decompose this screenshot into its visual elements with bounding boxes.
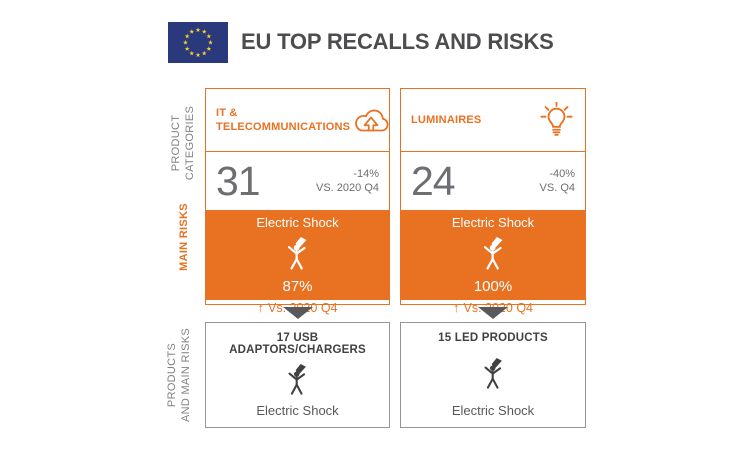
up-arrow-icon: ↑ <box>453 300 460 315</box>
electric-shock-icon <box>478 237 509 271</box>
product-card-led-products: 15 LED PRODUCTS Electric Shock <box>400 322 586 428</box>
risk-label: Electric Shock <box>256 215 339 230</box>
up-arrow-icon: ↑ <box>257 300 265 315</box>
category-name: LUMINAIRES <box>411 114 482 126</box>
page-title: EU TOP RECALLS AND RISKS <box>241 29 554 54</box>
change-vs-previous: -14% VS. 2020 Q4 <box>316 168 379 194</box>
recall-count-row: 31 -14% VS. 2020 Q4 <box>206 152 389 210</box>
risk-percent: 100% <box>473 278 513 295</box>
product-risk-label: Electric Shock <box>451 403 535 418</box>
down-triangle-icon <box>478 307 508 319</box>
main-risk-panel: Electric Shock 87% <box>206 210 389 300</box>
category-card-it-telecom: IT & TELECOMMUNICATIONS 31 -14% VS. 2020… <box>205 88 390 315</box>
main-risk-panel: Electric Shock 100% <box>401 210 585 300</box>
recall-count: 31 <box>216 157 261 204</box>
product-title: 17 USB ADAPTORS/CHARGERS <box>229 332 366 356</box>
product-card-usb-adaptors: 17 USB ADAPTORS/CHARGERS Electric Shock <box>205 322 390 428</box>
category-name: IT & TELECOMMUNICATIONS <box>216 107 351 133</box>
eu-flag-icon <box>168 22 228 63</box>
electric-shock-icon <box>283 363 312 396</box>
category-card-luminaires: LUMINAIRES 24 -40% VS. Q4 Electric Shock <box>400 88 586 315</box>
electric-shock-icon <box>282 237 313 271</box>
cloud-upload-icon <box>350 106 392 135</box>
electric-shock-icon <box>479 357 508 390</box>
down-triangle-icon <box>283 307 313 319</box>
change-vs-previous: -40% VS. Q4 <box>539 168 575 194</box>
product-risk-label: Electric Shock <box>256 403 339 418</box>
light-bulb-icon <box>538 101 575 139</box>
risk-label: Electric Shock <box>451 215 535 230</box>
category-header: IT & TELECOMMUNICATIONS <box>206 89 389 152</box>
risk-percent: 87% <box>282 278 313 295</box>
recall-count-row: 24 -40% VS. Q4 <box>401 152 585 210</box>
label-main-risks: MAIN RISKS <box>178 203 190 271</box>
category-header: LUMINAIRES <box>401 89 585 152</box>
product-title: 15 LED PRODUCTS <box>438 332 548 344</box>
recall-count: 24 <box>411 157 456 204</box>
label-product-categories: PRODUCT CATEGORIES <box>170 105 196 181</box>
label-products-and-main-risks: PRODUCTS AND MAIN RISKS <box>166 327 192 423</box>
